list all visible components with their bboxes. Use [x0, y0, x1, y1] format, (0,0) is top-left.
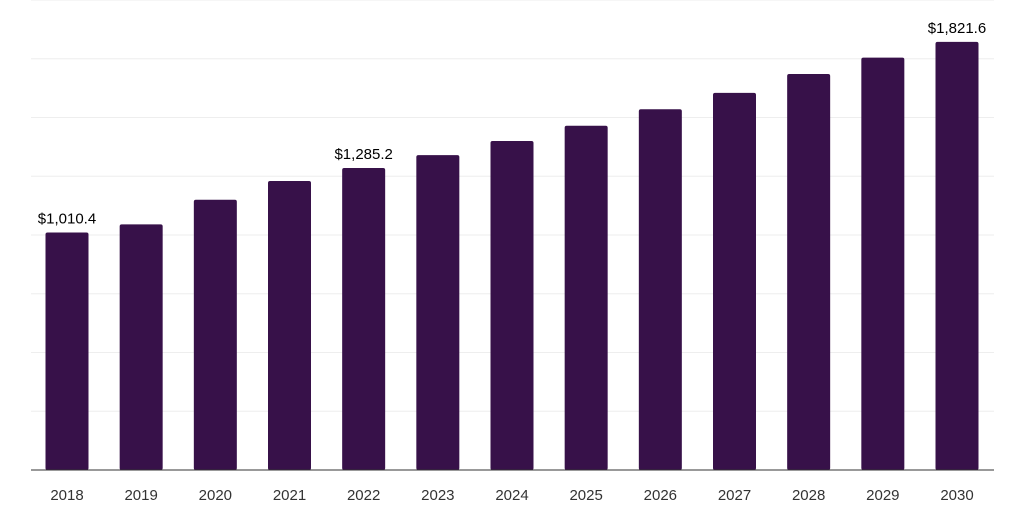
x-tick-label: 2024 — [495, 487, 528, 504]
x-tick-labels: 2018 2019 2020 2021 2022 2023 2024 2025 2026 2027… — [50, 487, 973, 504]
bar-2023[interactable] — [416, 155, 460, 470]
bars — [45, 41, 979, 471]
x-tick-label: 2030 — [940, 487, 973, 504]
data-label: $1,010.4 — [38, 211, 96, 228]
x-tick-label: 2022 — [347, 487, 380, 504]
bar-2021[interactable] — [268, 180, 311, 470]
bar-2030[interactable] — [935, 41, 979, 470]
data-labels: $1,010.4 $1,285.2 $1,821.6 — [38, 20, 986, 228]
data-label: $1,821.6 — [928, 20, 986, 37]
x-tick-label: 2021 — [273, 487, 306, 504]
bar-2026[interactable] — [638, 109, 682, 471]
x-tick-label: 2020 — [199, 487, 232, 504]
data-label: $1,285.2 — [334, 146, 392, 163]
bar-2028[interactable] — [787, 74, 831, 471]
bar-2027[interactable] — [713, 92, 756, 470]
bar-2029[interactable] — [861, 57, 905, 470]
bar-2020[interactable] — [193, 199, 237, 470]
x-tick-label: 2025 — [569, 487, 602, 504]
bar-2019[interactable] — [119, 224, 163, 470]
x-tick-label: 2026 — [644, 487, 677, 504]
x-tick-label: 2019 — [124, 487, 157, 504]
x-tick-label: 2023 — [421, 487, 454, 504]
x-tick-label: 2027 — [718, 487, 751, 504]
x-tick-label: 2018 — [50, 487, 83, 504]
bar-2025[interactable] — [564, 125, 608, 470]
x-tick-label: 2029 — [866, 487, 899, 504]
x-tick-label: 2028 — [792, 487, 825, 504]
bar-2018[interactable] — [45, 232, 89, 470]
bar-2024[interactable] — [490, 141, 534, 470]
bar-2022[interactable] — [342, 167, 386, 470]
